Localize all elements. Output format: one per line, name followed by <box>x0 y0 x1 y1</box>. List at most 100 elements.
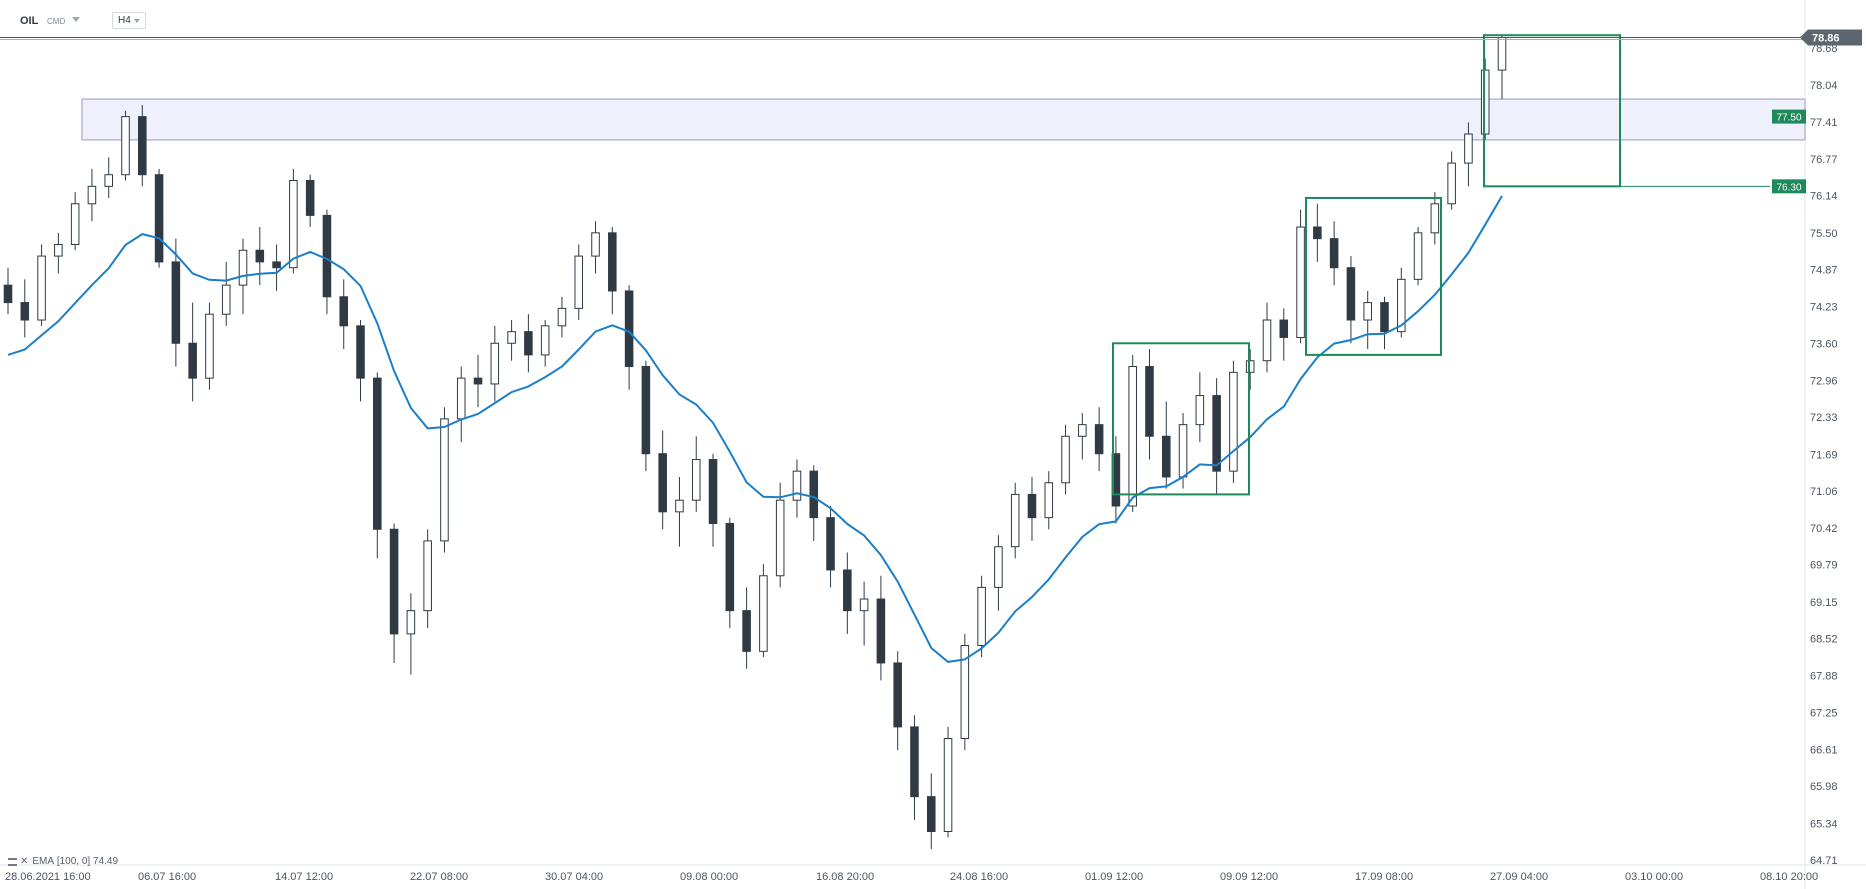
candle-body <box>742 610 751 652</box>
symbol-dropdown-icon[interactable] <box>72 17 80 22</box>
candle-body <box>725 522 735 612</box>
level-label: 76.30 <box>1776 182 1801 193</box>
candle-body <box>658 453 667 513</box>
y-tick-label: 67.25 <box>1810 707 1838 719</box>
candle-body <box>154 174 164 263</box>
candle-body <box>1430 203 1440 234</box>
candle-body <box>20 302 30 321</box>
y-tick-label: 66.61 <box>1810 745 1838 757</box>
candle-body <box>708 459 718 524</box>
candle-body <box>1397 278 1406 333</box>
candle-body <box>1027 493 1037 519</box>
candle-body <box>1363 302 1372 321</box>
candle-body <box>70 203 80 245</box>
candle-body <box>171 261 181 344</box>
candle-body <box>1229 371 1238 472</box>
candle-body <box>591 232 600 257</box>
candle-body <box>1212 395 1221 472</box>
symbol-label[interactable]: OIL <box>20 15 39 27</box>
candle-body <box>406 610 416 635</box>
y-tick-label: 70.42 <box>1810 523 1838 535</box>
candle-body <box>792 470 802 501</box>
candle-body <box>138 116 147 176</box>
candle-body <box>373 377 382 530</box>
candle-body <box>977 586 986 647</box>
y-tick-label: 73.60 <box>1810 338 1838 350</box>
candle-body <box>1464 133 1473 164</box>
candle-body <box>859 598 869 612</box>
y-tick-label: 75.50 <box>1810 228 1838 240</box>
candle-body <box>675 499 684 513</box>
y-tick-label: 76.77 <box>1810 154 1838 166</box>
ema-line <box>7 195 1503 663</box>
candle-body <box>37 255 46 321</box>
candle-body <box>1497 37 1507 71</box>
candle-body <box>1195 395 1205 426</box>
indicator-params: [100, 0] <box>56 856 91 867</box>
candle-body <box>322 214 332 298</box>
candle-body <box>490 342 500 385</box>
candle-body <box>994 546 1003 588</box>
candle-body <box>1044 482 1054 519</box>
candle-body <box>1161 435 1171 478</box>
candle-body <box>1245 360 1255 373</box>
timeframe-select[interactable]: H4 <box>112 12 146 29</box>
x-tick-label: 27.09 04:00 <box>1490 871 1548 883</box>
y-tick-label: 67.88 <box>1810 671 1838 683</box>
candle-body <box>876 598 886 664</box>
y-tick-label: 68.52 <box>1810 634 1838 646</box>
x-tick-label: 30.07 04:00 <box>545 871 603 883</box>
last-price-label: 78.86 <box>1812 33 1840 45</box>
candle-body <box>624 290 634 368</box>
indicator-legend: ✕ EMA [100, 0] 74.49 <box>8 856 118 867</box>
chart-toolbar: OIL CMD H4 <box>0 0 1866 34</box>
close-icon[interactable]: ✕ <box>20 856 29 867</box>
candle-body <box>1128 366 1137 507</box>
candle-body <box>305 180 315 216</box>
candle-body <box>1447 162 1456 205</box>
candle-body <box>1094 424 1104 455</box>
x-tick-label: 09.08 00:00 <box>680 871 738 883</box>
candle-body <box>1279 319 1289 338</box>
resistance-zone <box>81 98 1806 141</box>
x-tick-label: 16.08 20:00 <box>816 871 874 883</box>
x-tick-label: 28.06.2021 16:00 <box>5 871 91 883</box>
y-tick-label: 65.98 <box>1810 781 1838 793</box>
candle-body <box>557 307 567 327</box>
candle-body <box>423 540 432 612</box>
y-tick-label: 64.71 <box>1810 855 1838 867</box>
candle-body <box>1010 493 1020 548</box>
candle-body <box>456 377 466 420</box>
candle-body <box>1413 232 1423 280</box>
x-tick-label: 24.08 16:00 <box>950 871 1008 883</box>
candle-body <box>473 377 483 385</box>
candle-body <box>943 738 953 833</box>
candle-body <box>272 261 281 269</box>
consolidation-box <box>1305 196 1442 356</box>
candle-body <box>389 528 399 635</box>
x-tick-label: 17.09 08:00 <box>1355 871 1413 883</box>
candle-body <box>205 313 214 379</box>
candle-body <box>1078 424 1087 437</box>
candle-body <box>641 366 651 455</box>
candle-body <box>759 575 768 652</box>
candle-body <box>1061 435 1070 484</box>
candle-body <box>1346 267 1356 321</box>
candle-body <box>507 331 516 344</box>
candle-body <box>960 645 970 740</box>
candle-body <box>1480 69 1490 135</box>
y-tick-label: 69.15 <box>1810 597 1838 609</box>
candle-body <box>524 331 533 356</box>
indicator-name: EMA <box>32 856 55 867</box>
candle-body <box>893 662 902 728</box>
y-tick-label: 71.06 <box>1810 486 1838 498</box>
level-label: 77.50 <box>1776 113 1801 124</box>
candle-body <box>574 255 584 309</box>
candle-body <box>1262 319 1272 362</box>
candle-body <box>826 517 835 571</box>
menu-icon[interactable] <box>8 857 17 866</box>
y-tick-label: 76.14 <box>1810 191 1838 203</box>
x-tick-label: 09.09 12:00 <box>1220 871 1278 883</box>
candle-body <box>238 249 248 286</box>
